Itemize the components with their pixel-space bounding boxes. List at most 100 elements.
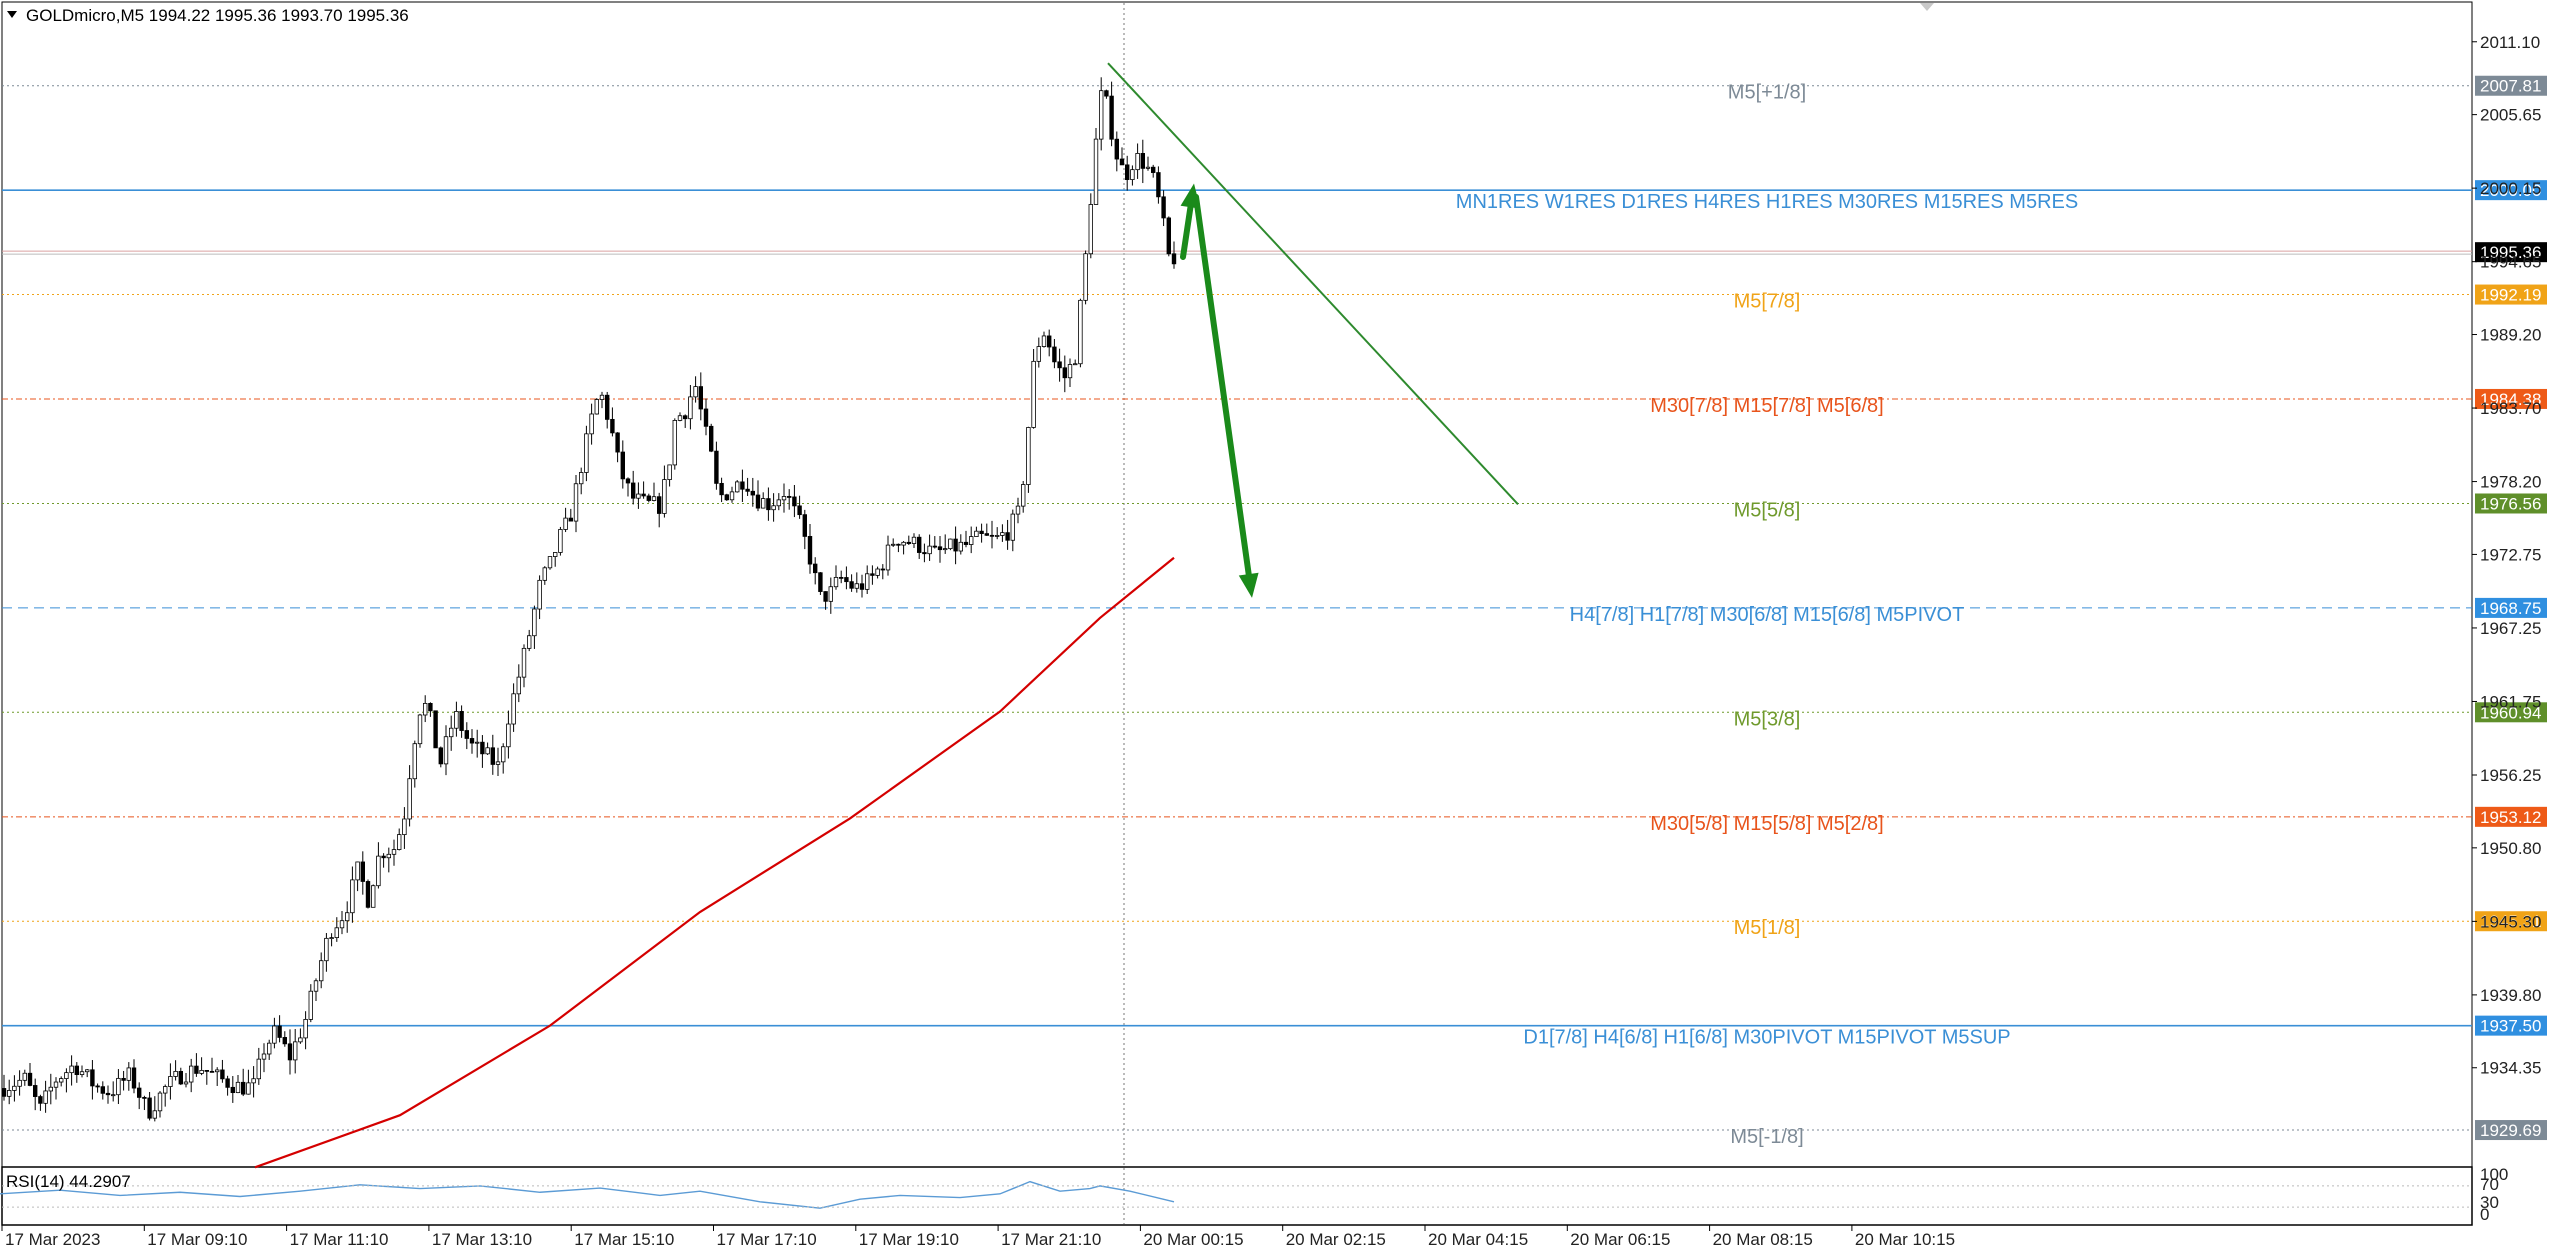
price-bar-body-10 xyxy=(53,1081,59,1088)
shift-marker-icon[interactable] xyxy=(1920,3,1934,11)
drawings-layer xyxy=(1107,62,1519,598)
price-bar-body-4 xyxy=(22,1072,27,1081)
rsi-line xyxy=(0,1180,1175,1209)
trendline xyxy=(1107,62,1519,505)
price-bar-body-56 xyxy=(292,1041,298,1061)
price-bar-body-112 xyxy=(584,433,589,473)
time-label-1: 17 Mar 09:10 xyxy=(147,1230,247,1249)
price-tick-label-6: 1978.20 xyxy=(2480,473,2541,492)
price-bar-body-211 xyxy=(1099,90,1104,140)
price-bar-body-43 xyxy=(225,1078,230,1088)
price-bar-body-123 xyxy=(641,493,646,497)
price-bar-body-198 xyxy=(1031,360,1036,428)
price-bar-body-110 xyxy=(573,483,579,522)
price-bar-body-170 xyxy=(885,544,891,571)
price-bar-body-220 xyxy=(1145,166,1151,169)
price-bar-body-150 xyxy=(781,496,787,501)
price-bar-body-14 xyxy=(74,1065,79,1075)
price-tag-6: 1960.94 xyxy=(2480,703,2541,722)
price-bar-body-215 xyxy=(1119,158,1125,166)
price-bar-body-145 xyxy=(755,494,761,509)
price-bar-body-19 xyxy=(100,1086,105,1094)
price-bar-body-191 xyxy=(995,535,1000,537)
price-tag-bg-6 xyxy=(2475,702,2547,723)
price-bar-body-178 xyxy=(927,545,932,555)
price-bar-body-186 xyxy=(969,536,974,545)
price-bar-body-2 xyxy=(12,1085,17,1091)
moving-average-layer xyxy=(254,556,1175,1169)
price-bar-body-37 xyxy=(194,1065,199,1074)
time-axis: 17 Mar 2023 17 Mar 09:10 17 Mar 11:10 17 Ma… xyxy=(1,1225,1955,1249)
price-tag-bg-8 xyxy=(2475,911,2547,932)
level-label-6: M5[3/8] xyxy=(1734,708,1801,730)
price-bar-body-181 xyxy=(943,548,948,551)
price-bar-body-161 xyxy=(839,576,844,579)
level-label-0: M5[+1/8] xyxy=(1728,82,1806,104)
price-bar-body-116 xyxy=(605,394,610,420)
price-bar-body-115 xyxy=(599,394,605,400)
price-bar-body-89 xyxy=(464,730,469,739)
price-bar-body-91 xyxy=(474,741,480,744)
price-bar-body-127 xyxy=(662,479,667,514)
price-bar-body-84 xyxy=(438,747,443,765)
price-bar-body-77 xyxy=(402,818,407,836)
price-bar-body-99 xyxy=(516,676,521,695)
price-bar-body-17 xyxy=(90,1069,95,1087)
time-label-0: 17 Mar 2023 xyxy=(5,1230,100,1249)
price-bar-body-129 xyxy=(672,420,677,466)
rsi-scale-label-0: 100 xyxy=(2480,1165,2508,1184)
price-bar-body-195 xyxy=(1015,505,1021,515)
price-bar-body-57 xyxy=(298,1037,303,1043)
price-bar-body-33 xyxy=(173,1070,178,1077)
price-bar-body-52 xyxy=(272,1025,277,1044)
price-tag-3: 1984.38 xyxy=(2480,390,2541,409)
price-bar-body-173 xyxy=(901,541,906,546)
price-bar-body-166 xyxy=(865,573,870,590)
price-bar-body-135 xyxy=(703,408,709,427)
price-bar-body-201 xyxy=(1047,335,1052,348)
arrow-down-head xyxy=(1238,572,1259,598)
price-bar-body-152 xyxy=(792,496,797,507)
price-bar-body-44 xyxy=(230,1086,235,1094)
price-bar-body-133 xyxy=(693,386,698,398)
price-bar-body-140 xyxy=(729,491,735,501)
price-bar-body-177 xyxy=(922,552,927,555)
price-tick-label-10: 1956.25 xyxy=(2480,766,2541,785)
price-bar-body-217 xyxy=(1130,169,1135,180)
price-bar-body-146 xyxy=(761,498,766,509)
price-bar-body-48 xyxy=(251,1078,256,1084)
price-bar-body-114 xyxy=(594,399,599,415)
price-bar-body-79 xyxy=(412,743,417,780)
price-bar-body-183 xyxy=(953,538,958,552)
price-tick-label-13: 1939.80 xyxy=(2480,986,2541,1005)
price-bar-body-95 xyxy=(495,761,501,765)
price-bar-body-218 xyxy=(1135,153,1140,171)
price-bar-body-85 xyxy=(443,736,449,765)
arrow-up-shaft xyxy=(1180,204,1194,260)
price-bar-body-50 xyxy=(261,1053,267,1060)
price-bar-body-34 xyxy=(178,1070,183,1085)
time-label-13: 20 Mar 10:15 xyxy=(1855,1230,1955,1249)
price-bar-body-159 xyxy=(828,586,833,602)
time-label-12: 20 Mar 08:15 xyxy=(1713,1230,1813,1249)
price-bar-body-179 xyxy=(932,545,937,548)
price-bar-body-13 xyxy=(69,1065,74,1074)
level-label-2: M5[7/8] xyxy=(1734,291,1801,313)
price-tick-label-7: 1972.75 xyxy=(2480,545,2541,564)
level-label-10: M5[-1/8] xyxy=(1730,1126,1803,1148)
price-bar-body-216 xyxy=(1125,164,1130,180)
price-bar-body-6 xyxy=(33,1085,38,1097)
price-bar-body-32 xyxy=(168,1076,173,1087)
price-bar-body-171 xyxy=(891,543,896,546)
price-bar-body-185 xyxy=(963,541,969,545)
price-tick-label-1: 2005.65 xyxy=(2480,106,2541,125)
price-bar-body-155 xyxy=(807,536,813,565)
price-bar-body-143 xyxy=(745,488,750,492)
price-tick-label-11: 1950.80 xyxy=(2480,839,2541,858)
collapse-triangle-icon[interactable] xyxy=(7,11,17,18)
price-bar-body-35 xyxy=(183,1081,189,1085)
price-tag-5: 1968.75 xyxy=(2480,599,2541,618)
price-bar-body-210 xyxy=(1093,138,1099,205)
time-label-11: 20 Mar 06:15 xyxy=(1570,1230,1670,1249)
